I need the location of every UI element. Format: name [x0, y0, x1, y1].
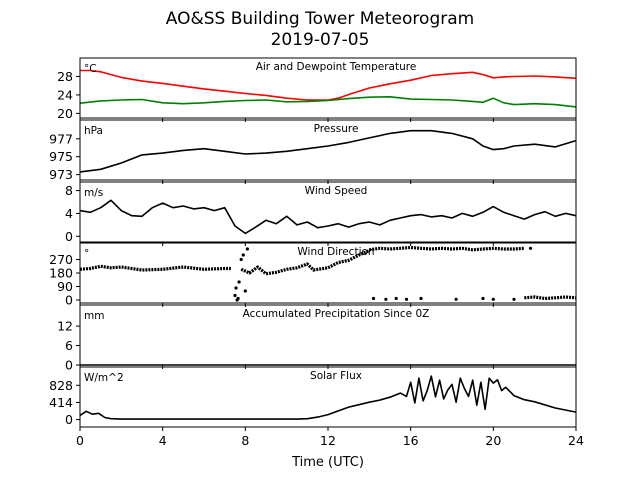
- series-line-1-0: [79, 129, 577, 173]
- x-tick-label: 20: [485, 433, 501, 448]
- y-tick-label: 24: [57, 87, 73, 102]
- scatter-point: [233, 293, 237, 298]
- x-axis-label: Time (UTC): [291, 455, 364, 470]
- panel-0: 20 24 28 Air and Dewpoint Temperature °C: [57, 57, 577, 122]
- x-tick-label: 12: [320, 433, 336, 448]
- scatter-point: [239, 257, 243, 262]
- panel-4: 0 6 12 Accumulated Precipitation Since 0Z mm: [57, 304, 577, 373]
- y-tick-label: 0: [65, 229, 73, 244]
- x-tick-label: 8: [241, 433, 249, 448]
- scatter-point: [384, 297, 388, 301]
- y-tick-label: 977: [49, 131, 73, 146]
- scatter-point: [236, 296, 240, 301]
- y-tick-label: 90: [57, 279, 73, 294]
- scatter-point: [394, 296, 398, 301]
- series-line-5-0: [79, 375, 577, 420]
- scatter-point: [234, 286, 238, 290]
- panel-1: 973 975 977 Pressure hPa: [49, 119, 577, 184]
- scatter-point: [404, 297, 409, 301]
- panel-unit: hPa: [84, 125, 103, 137]
- panel-title: Accumulated Precipitation Since 0Z: [243, 308, 430, 320]
- figure-title: AO&SS Building Tower Meteorogram: [166, 9, 474, 29]
- scatter-point: [454, 297, 458, 301]
- y-tick-label: 828: [49, 378, 73, 393]
- y-tick-label: 975: [49, 149, 73, 164]
- x-tick-label: 0: [76, 433, 84, 448]
- y-tick-label: 414: [49, 395, 73, 410]
- series-line-2-0: [79, 199, 577, 235]
- x-tick-label: 24: [568, 433, 584, 448]
- panel-title: Wind Direction: [297, 246, 374, 258]
- scatter-point: [371, 296, 376, 301]
- scatter-point: [237, 280, 241, 284]
- scatter-point: [528, 246, 533, 250]
- x-tick-label: 16: [403, 433, 419, 448]
- panel-title: Wind Speed: [305, 185, 368, 197]
- y-tick-label: 0: [65, 293, 73, 308]
- scatter-point: [241, 253, 245, 257]
- y-tick-label: 28: [57, 69, 73, 84]
- y-tick-label: 8: [65, 183, 73, 198]
- figure-subtitle: 2019-07-05: [271, 30, 370, 50]
- panel-unit: W/m^2: [84, 372, 124, 384]
- x-tick-label: 4: [159, 433, 167, 448]
- y-tick-label: 20: [57, 106, 73, 121]
- panel-unit: m/s: [84, 187, 103, 199]
- series-3-segment-2: [369, 245, 525, 252]
- series-3-segment-0: [79, 264, 231, 272]
- scatter-point: [512, 297, 516, 301]
- panel-2: 0 4 8 Wind Speed m/s: [65, 181, 577, 246]
- scatter-point: [491, 297, 495, 301]
- y-tick-label: 4: [65, 206, 73, 221]
- panel-title: Air and Dewpoint Temperature: [256, 61, 417, 73]
- series-3-segment-3: [524, 295, 577, 301]
- y-tick-label: 12: [57, 319, 73, 334]
- scatter-point: [419, 296, 423, 301]
- panel-unit: °C: [84, 63, 97, 75]
- panel-title: Pressure: [314, 123, 359, 135]
- panel-5: 0 414 828 0 4 8 12 16 20 24 Solar Flux W/m^2: [49, 366, 584, 448]
- y-tick-label: 270: [49, 252, 73, 267]
- y-tick-label: 6: [65, 338, 73, 353]
- scatter-point: [245, 247, 249, 251]
- scatter-point: [243, 289, 247, 293]
- y-tick-label: 0: [65, 412, 73, 427]
- series-line-0-0: [80, 69, 577, 101]
- series-3-segment-1: [240, 249, 370, 276]
- panel-title: Solar Flux: [310, 370, 362, 382]
- scatter-point: [481, 296, 485, 301]
- y-tick-label: 0: [65, 358, 73, 373]
- series-line-0-1: [79, 96, 577, 108]
- panel-unit: mm: [84, 310, 104, 322]
- panel-unit: °: [84, 248, 89, 260]
- y-tick-label: 180: [49, 266, 73, 281]
- y-tick-label: 973: [49, 167, 73, 182]
